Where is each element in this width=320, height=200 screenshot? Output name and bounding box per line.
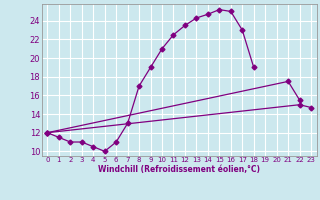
X-axis label: Windchill (Refroidissement éolien,°C): Windchill (Refroidissement éolien,°C) — [98, 165, 260, 174]
